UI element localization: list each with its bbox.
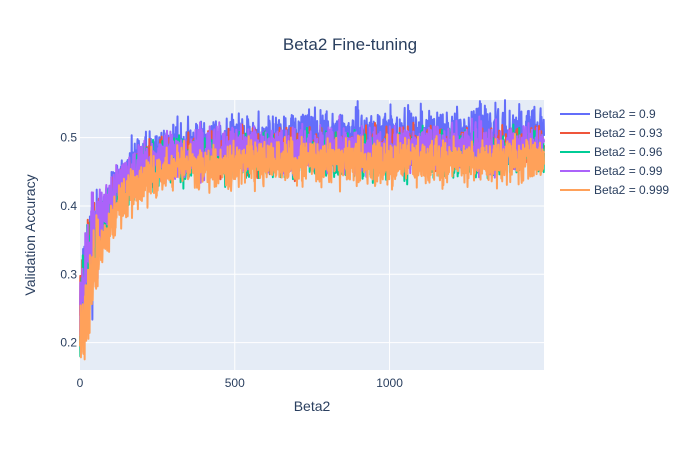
y-axis-label: Validation Accuracy (22, 174, 38, 295)
x-axis-label: Beta2 (294, 398, 331, 414)
legend-label: Beta2 = 0.93 (594, 126, 663, 140)
series-lines (79, 99, 545, 361)
y-tick-label: 0.5 (60, 131, 77, 145)
x-tick-label: 0 (77, 376, 84, 390)
y-tick-label: 0.3 (60, 267, 77, 281)
legend-label: Beta2 = 0.96 (594, 145, 663, 159)
series-line-5 (79, 132, 545, 361)
x-tick-label: 500 (225, 376, 245, 390)
chart-title: Beta2 Fine-tuning (283, 35, 417, 54)
legend-label: Beta2 = 0.9 (594, 107, 656, 121)
legend-label: Beta2 = 0.999 (594, 183, 669, 197)
x-tick-label: 1000 (376, 376, 403, 390)
axis-ticks: 0 500 1000 0.2 0.3 0.4 0.5 (60, 131, 403, 390)
legend-label: Beta2 = 0.99 (594, 164, 663, 178)
y-tick-label: 0.2 (60, 336, 77, 350)
legend: Beta2 = 0.9 Beta2 = 0.93 Beta2 = 0.96 Beta2… (560, 107, 669, 197)
y-tick-label: 0.4 (60, 199, 77, 213)
